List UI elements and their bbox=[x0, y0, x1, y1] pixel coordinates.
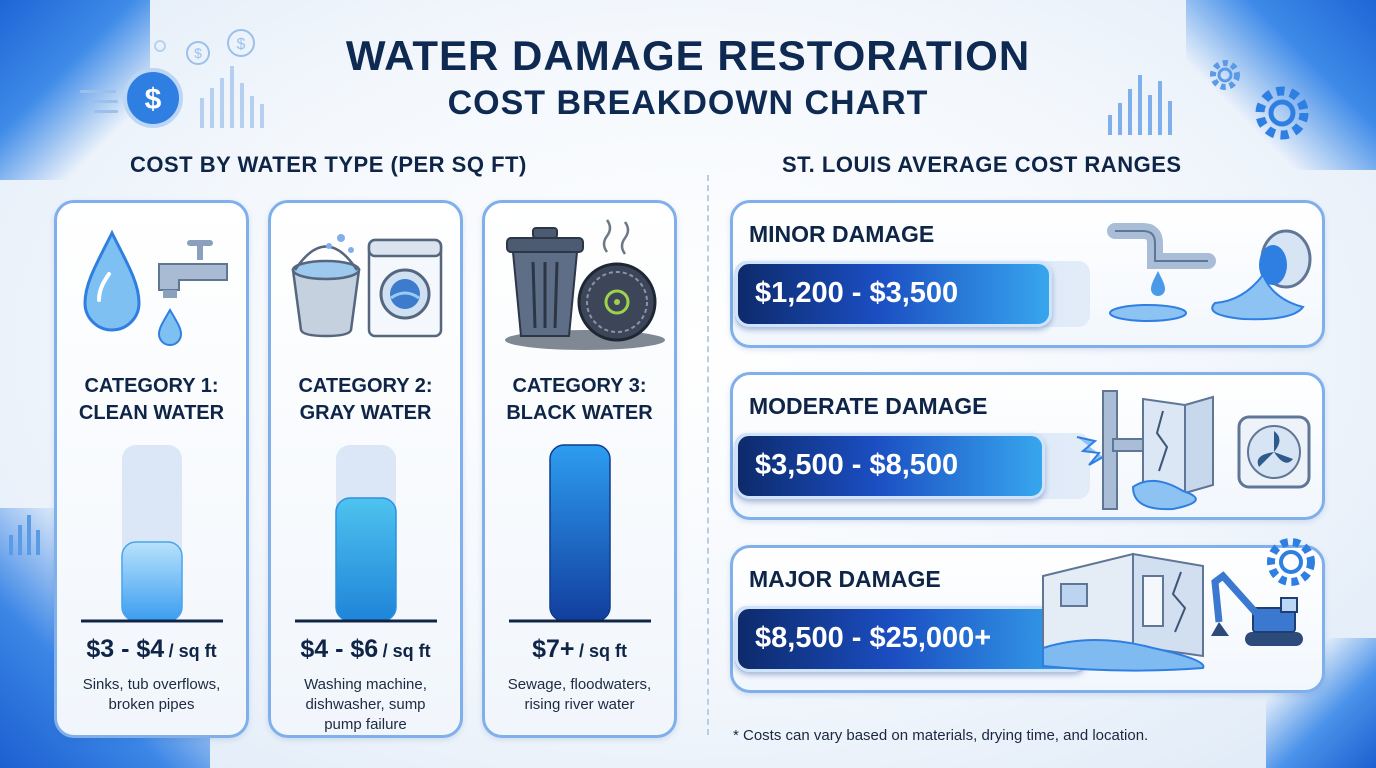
description-line: pump failure bbox=[324, 716, 407, 733]
gear-icon bbox=[1255, 86, 1309, 140]
droplets-icon bbox=[326, 234, 354, 253]
fan-icon bbox=[1237, 415, 1311, 489]
damage-range-panel: MODERATE DAMAGE $3,500 - $8,500 bbox=[730, 372, 1325, 520]
damage-level-label: MINOR DAMAGE bbox=[749, 221, 935, 247]
stats-decoration bbox=[1108, 60, 1309, 140]
gear-icon bbox=[1267, 538, 1315, 586]
gear-icon bbox=[1210, 60, 1240, 90]
cost-price: $4 - $6 / sq ft bbox=[271, 635, 460, 664]
cost-bar bbox=[549, 444, 611, 622]
price-value: $3 - $4 bbox=[86, 635, 165, 663]
description-line: broken pipes bbox=[108, 696, 195, 713]
svg-text:$: $ bbox=[194, 45, 202, 61]
fumes-icon bbox=[602, 219, 630, 255]
spilled-pipe-icon bbox=[1211, 229, 1312, 321]
price-unit: / sq ft bbox=[382, 641, 431, 661]
range-bar bbox=[735, 433, 1045, 499]
damage-range-panel: MINOR DAMAGE $1,200 - $3,500 bbox=[730, 200, 1325, 348]
description-line: Sewage, floodwaters, bbox=[507, 676, 652, 693]
dollar-coin-icon: $ bbox=[123, 68, 183, 128]
category-label: CATEGORY 1: bbox=[84, 375, 219, 397]
damage-range-panel: MAJOR DAMAGE $8,500 - $25,000+ bbox=[730, 538, 1325, 693]
description-line: Sinks, tub overflows, bbox=[82, 676, 221, 693]
washing-machine-icon bbox=[367, 238, 443, 338]
cost-chart bbox=[509, 444, 651, 623]
right-section-heading: ST. LOUIS AVERAGE COST RANGES bbox=[782, 152, 1182, 177]
price-unit: / sq ft bbox=[578, 641, 627, 661]
damage-level-label: MAJOR DAMAGE bbox=[749, 566, 941, 592]
leaking-pipe-icon bbox=[1107, 223, 1216, 322]
svg-text:$: $ bbox=[237, 36, 246, 53]
faucet-icon bbox=[158, 240, 228, 298]
cost-bar bbox=[121, 541, 183, 622]
trash-can-icon bbox=[506, 227, 584, 337]
corner-decoration bbox=[1186, 0, 1376, 170]
water-category-card: CATEGORY 3: BLACK WATER $7+ / sq ft Sewa… bbox=[482, 200, 677, 738]
water-droplet-icon bbox=[157, 308, 183, 346]
section-divider bbox=[707, 175, 709, 735]
finance-decoration: $ $ $ bbox=[80, 29, 264, 128]
category-label: CATEGORY 2: bbox=[298, 375, 433, 397]
page-title: WATER DAMAGE RESTORATION bbox=[345, 32, 1031, 79]
clean-water-illustration bbox=[83, 229, 228, 346]
cost-range-value: $1,200 - $3,500 bbox=[755, 277, 959, 309]
major-damage-illustration bbox=[1042, 538, 1315, 672]
minor-damage-illustration bbox=[1107, 223, 1312, 322]
category-title: CATEGORY 1: CLEAN WATER bbox=[57, 373, 246, 427]
price-value: $7+ bbox=[532, 635, 575, 663]
category-name: GRAY WATER bbox=[299, 402, 432, 424]
excavator-icon bbox=[1211, 571, 1303, 646]
range-bar bbox=[735, 606, 1087, 672]
category-name: CLEAN WATER bbox=[78, 402, 225, 424]
description-line: dishwasher, sump bbox=[305, 696, 426, 713]
cost-range-value: $8,500 - $25,000+ bbox=[755, 622, 992, 654]
water-category-card: CATEGORY 1: CLEAN WATER $3 - $4 / sq ft … bbox=[54, 200, 249, 738]
description-line: Washing machine, bbox=[304, 676, 427, 693]
cost-price: $3 - $4 / sq ft bbox=[57, 635, 246, 664]
page-subtitle: COST BREAKDOWN CHART bbox=[447, 84, 929, 122]
bucket-icon bbox=[291, 245, 361, 338]
water-category-card: CATEGORY 2: GRAY WATER $4 - $6 / sq ft W… bbox=[268, 200, 463, 738]
cost-chart bbox=[295, 445, 437, 623]
description-line: rising river water bbox=[524, 696, 635, 713]
bar-decoration-icon bbox=[200, 66, 264, 128]
category-name: BLACK WATER bbox=[506, 402, 653, 424]
footnote: * Costs can vary based on materials, dry… bbox=[733, 727, 1149, 744]
bar-decoration-icon bbox=[1108, 75, 1172, 135]
category-title: CATEGORY 2: GRAY WATER bbox=[271, 373, 460, 427]
price-unit: / sq ft bbox=[168, 641, 217, 661]
cost-chart bbox=[81, 445, 223, 623]
left-section-heading: COST BY WATER TYPE (PER SQ FT) bbox=[130, 152, 527, 177]
cost-bar bbox=[335, 497, 397, 622]
category-description: Sewage, floodwaters, rising river water bbox=[493, 675, 666, 715]
category-label: CATEGORY 3: bbox=[512, 375, 647, 397]
damage-level-label: MODERATE DAMAGE bbox=[749, 393, 988, 419]
category-description: Washing machine, dishwasher, sump pump f… bbox=[279, 675, 452, 735]
svg-text:$: $ bbox=[145, 83, 162, 116]
category-title: CATEGORY 3: BLACK WATER bbox=[485, 373, 674, 427]
bar-decoration-icon bbox=[9, 515, 40, 555]
gray-water-illustration bbox=[291, 234, 443, 338]
flooded-room-icon bbox=[1042, 552, 1205, 672]
range-bar bbox=[735, 261, 1052, 327]
water-drop-icon bbox=[83, 229, 141, 332]
moderate-damage-illustration bbox=[1076, 390, 1311, 511]
cost-range-value: $3,500 - $8,500 bbox=[755, 449, 959, 481]
category-description: Sinks, tub overflows, broken pipes bbox=[65, 675, 238, 715]
dollar-coin-icon: $ $ bbox=[154, 29, 255, 65]
biohazard-drain-icon bbox=[577, 262, 657, 342]
speed-lines-icon bbox=[80, 90, 118, 113]
cracked-wall-icon bbox=[1131, 395, 1214, 511]
cost-price: $7+ / sq ft bbox=[485, 635, 674, 664]
black-water-illustration bbox=[505, 219, 665, 350]
price-value: $4 - $6 bbox=[300, 635, 379, 663]
